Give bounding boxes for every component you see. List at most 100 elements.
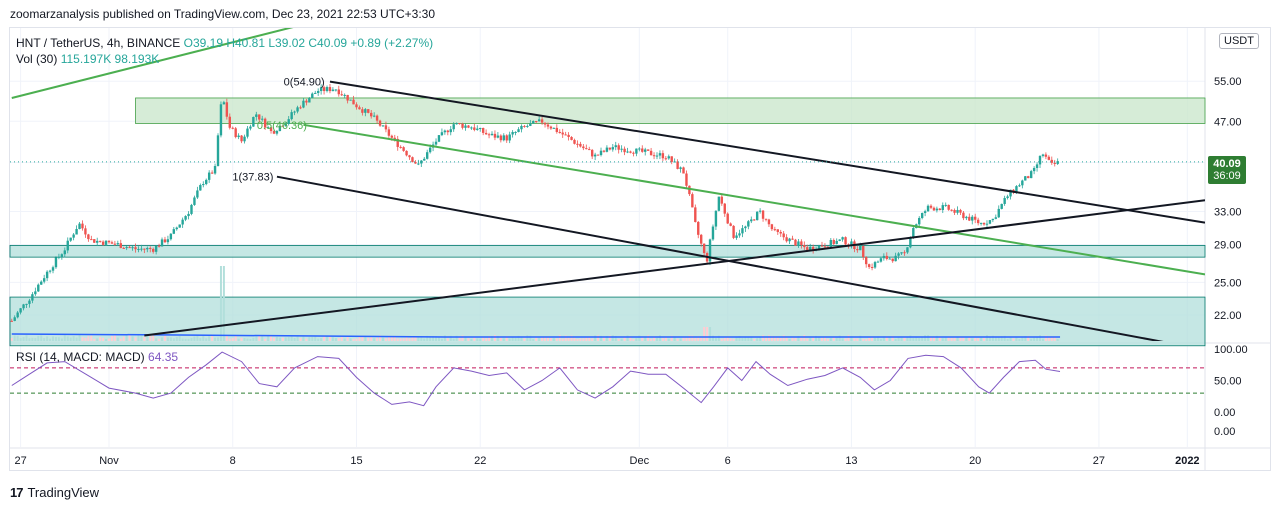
volume-bar xyxy=(1039,335,1042,341)
volume-bar xyxy=(632,338,635,341)
volume-bar xyxy=(977,338,980,341)
candle xyxy=(938,208,942,211)
volume-bar xyxy=(193,336,196,341)
volume-bar xyxy=(387,335,390,341)
volume-bar xyxy=(367,337,370,341)
candle xyxy=(741,228,744,234)
fib-label: 0.5(46.36) xyxy=(257,120,307,132)
volume-bar xyxy=(107,338,110,341)
volume-bar xyxy=(741,338,744,341)
candle xyxy=(567,134,570,137)
volume-bar xyxy=(956,336,959,341)
volume-bar xyxy=(788,338,791,341)
candle xyxy=(767,219,771,225)
candle xyxy=(723,203,726,214)
volume-bar xyxy=(912,338,915,341)
candle xyxy=(711,226,715,240)
symbol-legend: HNT / TetherUS, 4h, BINANCE O39.19 H40.8… xyxy=(16,35,433,51)
candle xyxy=(670,156,673,162)
symbol-title[interactable]: HNT / TetherUS, 4h, BINANCE xyxy=(16,36,181,50)
candle xyxy=(702,243,706,254)
volume-bar xyxy=(679,338,682,341)
candle xyxy=(909,237,912,248)
volume-bar xyxy=(470,338,473,341)
volume-bar xyxy=(275,336,278,341)
candle xyxy=(570,136,573,140)
volume-bar xyxy=(717,335,720,341)
candle xyxy=(325,87,329,92)
volume-bar xyxy=(172,338,175,341)
volume-bar xyxy=(932,336,935,341)
candle xyxy=(758,210,762,212)
volume-bar xyxy=(882,336,885,341)
volume-bar xyxy=(40,335,43,341)
candle xyxy=(968,216,971,221)
volume-bar xyxy=(700,336,703,341)
time-tick-label: 13 xyxy=(845,455,857,467)
candle xyxy=(1003,198,1006,204)
volume-bar xyxy=(985,335,988,341)
volume-bar xyxy=(770,335,773,341)
volume-bar xyxy=(334,338,337,341)
volume-bar xyxy=(720,338,723,341)
candle xyxy=(991,218,995,221)
candle xyxy=(107,240,111,243)
support-zone xyxy=(9,244,1206,258)
volume-bar xyxy=(891,335,894,341)
volume-bar xyxy=(862,338,865,341)
volume-bar xyxy=(620,338,623,341)
volume-bar xyxy=(605,335,608,341)
candle xyxy=(638,148,641,150)
volume-bar xyxy=(208,336,211,341)
candle xyxy=(278,125,282,132)
volume-bar xyxy=(90,335,93,341)
candle xyxy=(199,185,202,191)
volume-bar xyxy=(853,338,856,341)
candle xyxy=(729,223,732,226)
volume-bar xyxy=(473,337,476,341)
volume-label[interactable]: Vol (30) xyxy=(16,52,58,66)
candle xyxy=(1027,176,1030,179)
volume-bar xyxy=(685,336,688,341)
last-price: 40.09 xyxy=(1213,158,1241,170)
volume-bar xyxy=(13,335,16,341)
candle xyxy=(532,121,535,124)
volume-bar xyxy=(744,337,747,341)
volume-bar xyxy=(538,337,541,341)
volume-bar xyxy=(815,335,818,341)
volume-bar xyxy=(735,336,738,341)
candle xyxy=(154,245,158,252)
volume-bar xyxy=(449,335,452,341)
volume-bar xyxy=(299,338,302,341)
candle xyxy=(576,143,579,145)
candle xyxy=(982,222,986,225)
candle xyxy=(602,150,606,152)
volume-bar xyxy=(87,336,90,341)
tradingview-logo[interactable]: 17 TradingView xyxy=(10,485,99,500)
bar-countdown: 36:09 xyxy=(1213,170,1241,182)
candle xyxy=(888,258,891,260)
candle xyxy=(434,141,438,145)
candle xyxy=(181,219,184,225)
volume-bar xyxy=(1033,337,1036,341)
candle xyxy=(40,281,43,285)
candle xyxy=(761,210,765,219)
candle xyxy=(314,92,317,94)
tradingview-icon: 17 xyxy=(10,485,24,500)
volume-bar xyxy=(785,336,788,341)
price-tick-label: 33.00 xyxy=(1214,207,1242,219)
volume-bar xyxy=(19,338,22,341)
currency-button[interactable]: USDT xyxy=(1219,33,1259,49)
candle xyxy=(850,241,853,246)
rsi-label[interactable]: RSI (14, MACD: MACD) xyxy=(16,350,145,364)
volume-bar xyxy=(532,338,535,341)
volume-bar xyxy=(287,336,290,341)
volume-bar xyxy=(602,337,605,341)
volume-bar xyxy=(323,336,326,341)
volume-bar xyxy=(231,338,234,341)
volume-bar xyxy=(28,338,31,341)
rising-support xyxy=(144,199,1205,337)
candle xyxy=(16,312,19,318)
candle xyxy=(225,102,229,117)
